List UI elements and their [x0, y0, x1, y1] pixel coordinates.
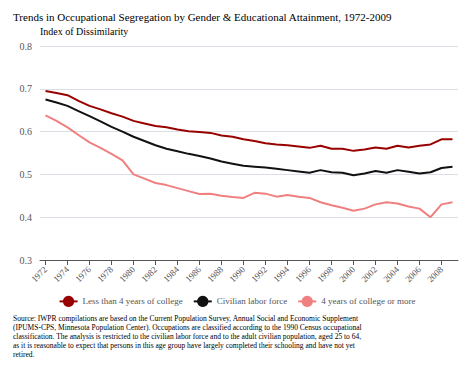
- svg-text:Less than 4 years of college: Less than 4 years of college: [83, 296, 183, 306]
- svg-text:2002: 2002: [359, 264, 379, 284]
- svg-text:2006: 2006: [403, 264, 423, 284]
- svg-text:4 years of college or more: 4 years of college or more: [321, 296, 415, 306]
- svg-text:1994: 1994: [271, 264, 291, 284]
- svg-text:classification. The analysis i: classification. The analysis is restrict…: [13, 332, 361, 341]
- svg-text:Trends in Occupational Segrega: Trends in Occupational Segregation by Ge…: [13, 11, 392, 23]
- svg-text:0.8: 0.8: [20, 41, 33, 52]
- svg-text:2000: 2000: [337, 264, 357, 284]
- svg-text:1986: 1986: [183, 264, 203, 284]
- svg-text:1976: 1976: [73, 264, 93, 284]
- svg-text:1996: 1996: [293, 264, 313, 284]
- svg-text:1972: 1972: [29, 264, 49, 284]
- svg-text:0.4: 0.4: [20, 212, 33, 223]
- svg-text:0.7: 0.7: [20, 83, 33, 94]
- svg-text:0.3: 0.3: [20, 255, 33, 266]
- svg-text:1984: 1984: [161, 264, 181, 284]
- svg-text:retired.: retired.: [13, 350, 35, 359]
- svg-text:1982: 1982: [139, 264, 159, 284]
- svg-text:Source: IWPR compilations are: Source: IWPR compilations are based on t…: [13, 314, 359, 323]
- svg-text:as it is reasonable to expect: as it is reasonable to expect that perso…: [13, 341, 356, 350]
- svg-text:1998: 1998: [315, 264, 335, 284]
- svg-text:0.6: 0.6: [20, 126, 33, 137]
- svg-text:1974: 1974: [51, 264, 71, 284]
- svg-text:(IPUMS-CPS, Minnesota Populati: (IPUMS-CPS, Minnesota Population Center)…: [13, 323, 362, 332]
- svg-text:Civilian labor force: Civilian labor force: [217, 296, 287, 306]
- svg-text:Index of Dissimilarity: Index of Dissimilarity: [40, 26, 128, 37]
- svg-text:2008: 2008: [425, 264, 445, 284]
- svg-text:1992: 1992: [249, 264, 269, 284]
- svg-text:1978: 1978: [95, 264, 115, 284]
- svg-text:1988: 1988: [205, 264, 225, 284]
- svg-text:1990: 1990: [227, 264, 247, 284]
- svg-text:2004: 2004: [381, 264, 401, 284]
- svg-text:0.5: 0.5: [20, 169, 33, 180]
- svg-text:1980: 1980: [117, 264, 137, 284]
